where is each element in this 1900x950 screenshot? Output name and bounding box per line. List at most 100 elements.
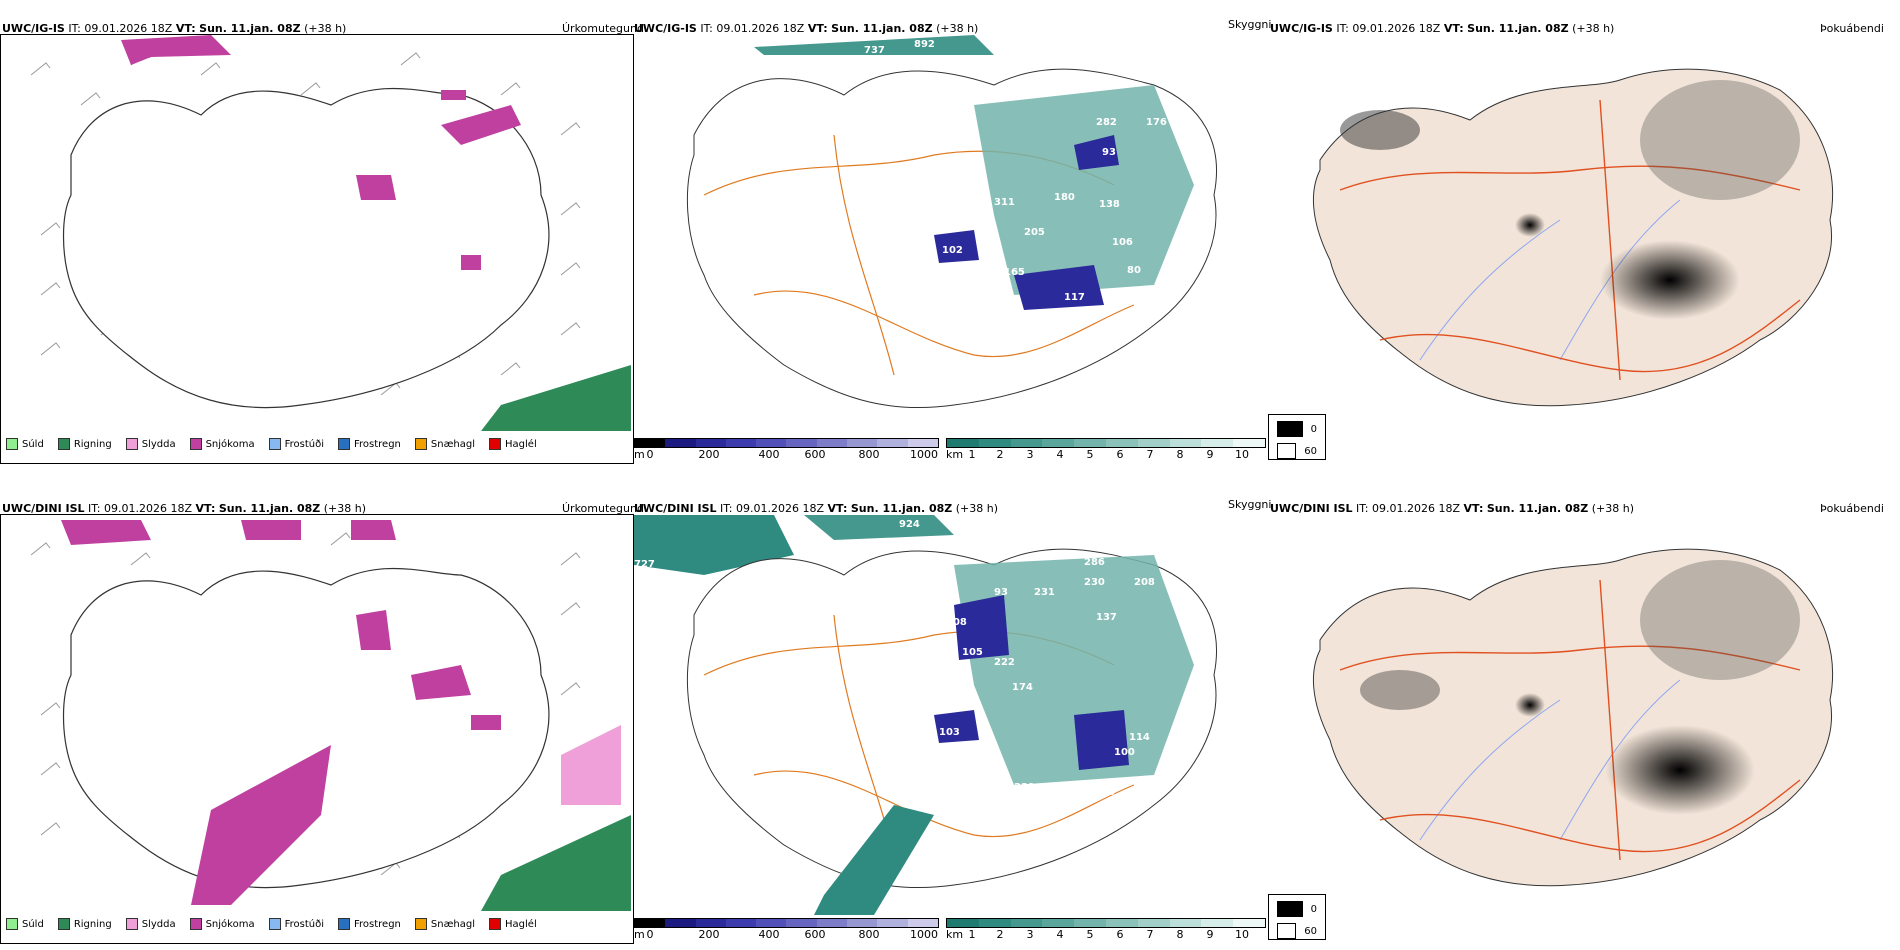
fog-scale-row: 0 — [1277, 901, 1317, 917]
svg-text:93: 93 — [994, 587, 1008, 598]
svg-text:103: 103 — [939, 727, 960, 738]
svg-text:162: 162 — [1032, 807, 1053, 818]
legend-item: Haglél — [489, 918, 537, 930]
svg-text:176: 176 — [1146, 117, 1167, 128]
svg-text:100: 100 — [1114, 747, 1135, 758]
fog-scale-box: 0 60 — [1268, 414, 1326, 460]
panel-header: UWC/IG-IS IT: 09.01.2026 18Z VT: Sun. 11… — [2, 22, 347, 35]
svg-text:106: 106 — [1112, 237, 1133, 248]
visibility-area-south — [814, 805, 934, 915]
fog-map-svg — [1312, 548, 1834, 887]
fog-scale-row: 60 — [1277, 443, 1317, 459]
fog-area — [1600, 240, 1740, 320]
cloud-map-svg: 102 199 311 205 165 117 93 138 106 80 28… — [686, 35, 1217, 409]
legend-item: Snjókoma — [189, 438, 255, 450]
visibility-colorbar: km 1 2 3 4 5 6 7 8 9 10 — [946, 438, 1266, 462]
precip-type-title: Úrkomutegund — [562, 22, 644, 35]
legend-swatch — [338, 438, 350, 450]
visibility-area-northwest — [634, 515, 794, 575]
wind-barbs — [30, 532, 581, 876]
svg-text:102: 102 — [942, 245, 963, 256]
cloud-labels: 102 199 311 205 165 117 93 138 106 80 28… — [864, 39, 1167, 303]
precip-type-title: Úrkomutegund — [562, 502, 644, 515]
legend-swatch — [489, 438, 502, 450]
svg-text:924: 924 — [899, 519, 920, 530]
legend-item: Snæhagl — [414, 438, 475, 450]
cloud-base-areas — [934, 135, 1119, 310]
legend-item: Frostregn — [338, 918, 401, 930]
legend-item: Snæhagl — [414, 918, 475, 930]
legend-item: Frostregn — [338, 438, 401, 450]
svg-text:174: 174 — [1012, 682, 1033, 693]
colorbar-strip — [946, 918, 1266, 928]
visibility-area-north — [754, 35, 994, 55]
svg-text:205: 205 — [1024, 227, 1045, 238]
visibility-area — [974, 85, 1194, 295]
legend-swatch — [125, 918, 138, 930]
precip-legend: Súld Rigning Slydda Snjókoma Frostúði Fr… — [6, 438, 545, 450]
iceland-outline — [1312, 68, 1834, 407]
svg-text:180: 180 — [1054, 192, 1075, 203]
legend-swatch — [268, 438, 281, 450]
fog-roads — [1339, 99, 1801, 381]
fog-area — [1515, 213, 1545, 237]
fog-area — [1605, 725, 1755, 815]
svg-text:199: 199 — [964, 177, 985, 188]
visibility-title: Skyggni — [1228, 18, 1272, 31]
svg-text:93: 93 — [1102, 147, 1116, 158]
legend-item: Slydda — [125, 438, 176, 450]
svg-text:105: 105 — [962, 647, 983, 658]
fog-scale-row: 0 — [1277, 421, 1317, 437]
legend-swatch — [57, 438, 70, 450]
svg-text:137: 137 — [1096, 787, 1117, 798]
fog-scale-row: 60 — [1277, 923, 1317, 939]
cloud-base-colorbar: m 0 200 400 600 800 1000 — [634, 438, 939, 462]
visibility-area-north — [804, 515, 954, 540]
svg-text:138: 138 — [1099, 199, 1120, 210]
legend-swatch — [125, 438, 138, 450]
precip-map-svg — [30, 35, 631, 431]
legend-item: Súld — [6, 918, 44, 930]
iceland-outline — [62, 567, 550, 889]
svg-text:165: 165 — [1004, 267, 1025, 278]
colorbar-strip — [946, 438, 1266, 448]
legend-item: Súld — [6, 438, 44, 450]
svg-text:892: 892 — [914, 39, 935, 50]
visibility-title: Skyggni — [1228, 498, 1272, 511]
snow-areas — [61, 520, 501, 905]
colorbar-ticks: km 1 2 3 4 5 6 7 8 9 10 — [946, 928, 1249, 941]
colorbar-strip — [634, 918, 939, 928]
fog-area — [1340, 110, 1420, 150]
panel-header: UWC/IG-IS IT: 09.01.2026 18Z VT: Sun. 11… — [634, 22, 979, 35]
fog-area — [1640, 80, 1800, 200]
legend-item: Rigning — [57, 918, 112, 930]
rain-area — [481, 365, 631, 431]
legend-swatch — [489, 918, 502, 930]
svg-text:239: 239 — [1014, 782, 1035, 793]
svg-text:737: 737 — [864, 45, 885, 56]
svg-text:108: 108 — [946, 617, 967, 628]
svg-text:208: 208 — [1134, 577, 1155, 588]
legend-swatch — [6, 438, 18, 450]
svg-text:117: 117 — [1064, 292, 1085, 303]
visibility-colorbar: km 1 2 3 4 5 6 7 8 9 10 — [946, 918, 1266, 942]
fog-title: Þokuábendi — [1820, 22, 1884, 35]
precip-map — [0, 514, 634, 944]
iceland-outline — [62, 87, 550, 409]
legend-item: Snjókoma — [189, 918, 255, 930]
cloud-base-areas — [934, 595, 1129, 770]
sleet-area — [561, 725, 621, 805]
svg-text:286: 286 — [1084, 557, 1105, 568]
panel-header: UWC/DINI ISL IT: 09.01.2026 18Z VT: Sun.… — [1270, 502, 1635, 515]
svg-text:230: 230 — [1084, 577, 1105, 588]
panel-header: UWC/IG-IS IT: 09.01.2026 18Z VT: Sun. 11… — [1270, 22, 1615, 35]
cloud-base-colorbar: m 0 200 400 600 800 1000 — [634, 918, 939, 942]
legend-swatch — [414, 438, 427, 450]
svg-text:282: 282 — [1096, 117, 1117, 128]
precip-map-svg — [30, 520, 631, 911]
legend-swatch — [414, 918, 427, 930]
legend-swatch — [268, 918, 281, 930]
fog-area — [1640, 560, 1800, 680]
legend-item: Slydda — [125, 918, 176, 930]
svg-text:231: 231 — [1034, 587, 1055, 598]
